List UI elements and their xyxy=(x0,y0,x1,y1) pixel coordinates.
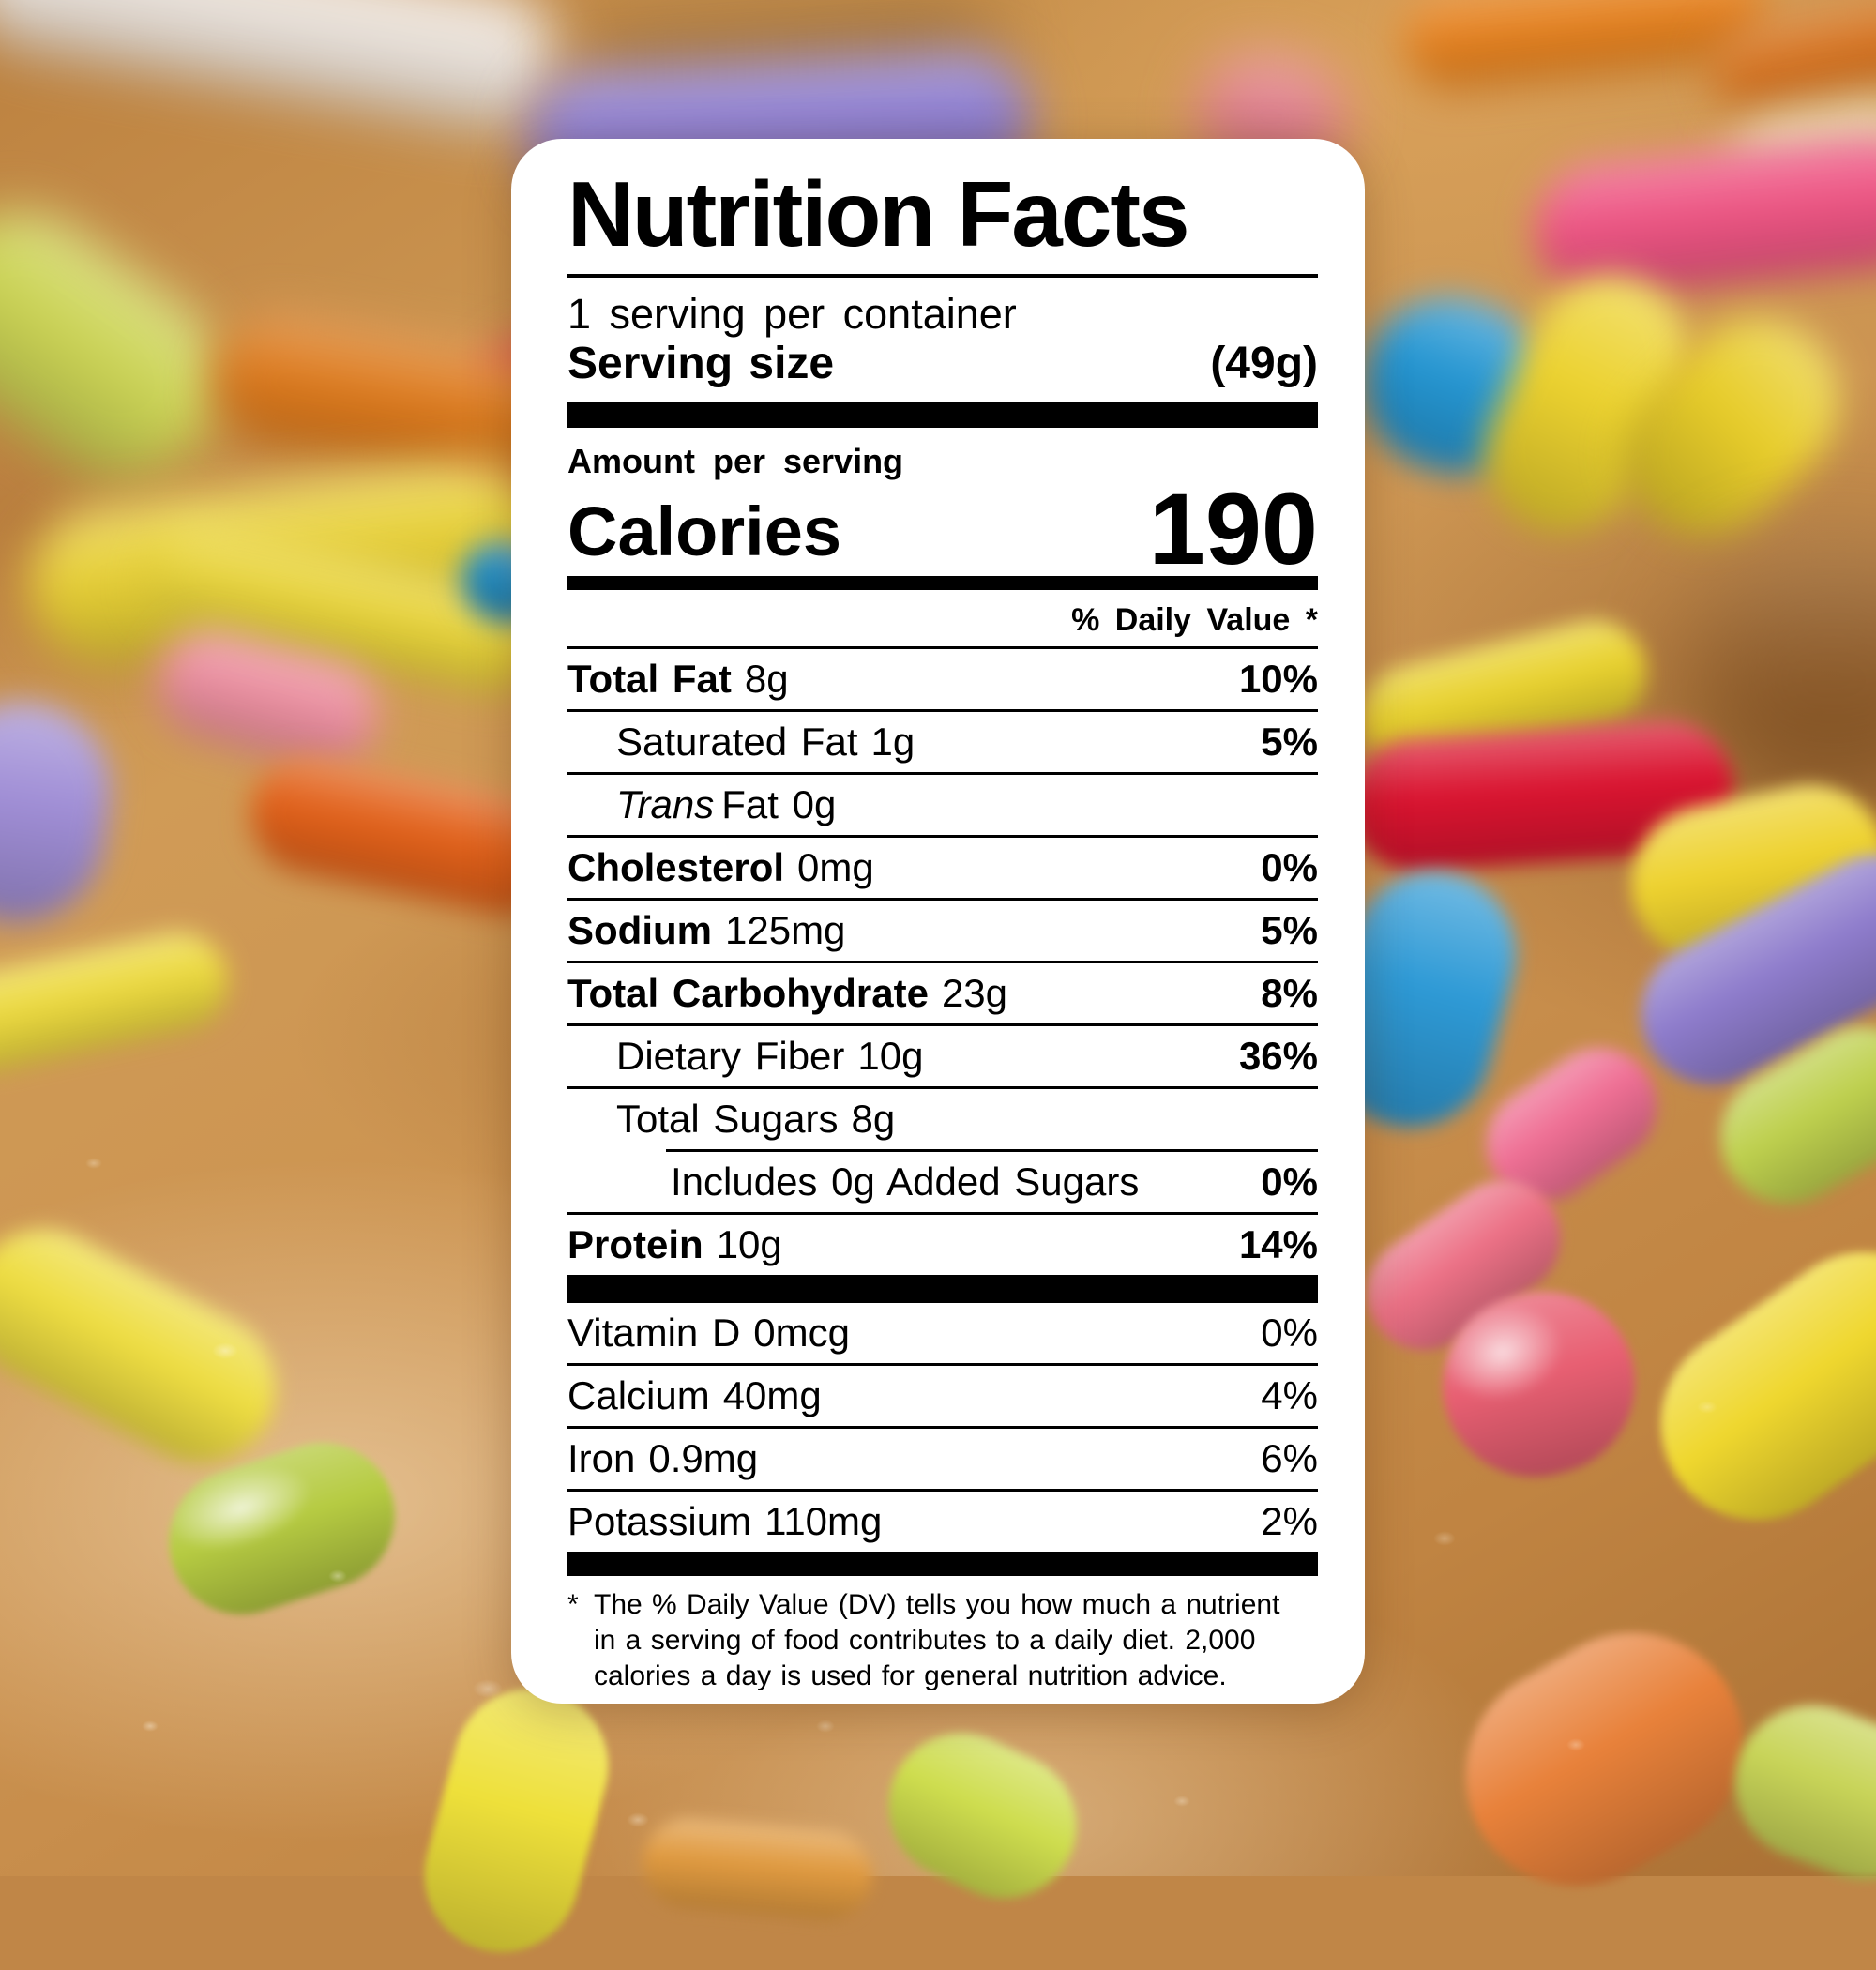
nutrient-text: Calcium 40mg xyxy=(567,1374,822,1417)
nutrient-amount: 0mcg xyxy=(753,1311,850,1355)
nutrient-row-saturated-fat: Saturated Fat 1g 5% xyxy=(567,709,1318,772)
nutrient-row-sodium: Sodium 125mg 5% xyxy=(567,898,1318,961)
nutrient-row-total-carbohydrate: Total Carbohydrate 23g 8% xyxy=(567,961,1318,1023)
nutrient-dv: 6% xyxy=(1261,1436,1318,1480)
nutrient-dv: 8% xyxy=(1261,971,1318,1015)
nutrition-facts-label: Nutrition Facts 1 serving per container … xyxy=(511,139,1365,1704)
micronutrient-row-potassium: Potassium 110mg 2% xyxy=(567,1489,1318,1552)
nutrient-dv: 0% xyxy=(1261,1159,1318,1204)
thick-bar xyxy=(567,402,1318,428)
nutrient-name: Sodium xyxy=(567,908,712,952)
footnote-line: calories a day is used for general nutri… xyxy=(594,1660,1227,1691)
nutrient-row-total-fat: Total Fat 8g 10% xyxy=(567,646,1318,709)
nutrient-row-added-sugars: Includes 0g Added Sugars 0% xyxy=(567,1152,1318,1212)
nutrient-row-trans-fat: Trans Fat 0g xyxy=(567,772,1318,835)
nutrient-text: Vitamin D 0mcg xyxy=(567,1311,850,1355)
nutrient-dv: 14% xyxy=(1238,1222,1318,1266)
nutrient-name: Total Fat xyxy=(567,657,732,701)
serving-size-row: Serving size (49g) xyxy=(567,338,1318,390)
nutrient-amount: 1g xyxy=(870,720,915,764)
serving-size-value: (49g) xyxy=(1210,339,1318,388)
servings-per-container: 1 serving per container xyxy=(567,290,1017,338)
nutrient-row-total-sugars: Total Sugars 8g xyxy=(567,1086,1318,1149)
nutrient-text: Saturated Fat 1g xyxy=(616,720,915,764)
nutrient-name: Iron xyxy=(567,1436,636,1480)
nutrient-dv: 36% xyxy=(1238,1034,1318,1078)
nutrient-dv: 4% xyxy=(1261,1373,1318,1417)
nutrient-dv: 0% xyxy=(1261,1311,1318,1355)
nutrient-row-cholesterol: Cholesterol 0mg 0% xyxy=(567,835,1318,898)
nutrient-amount: 23g xyxy=(941,971,1008,1015)
nutrient-text: Dietary Fiber 10g xyxy=(616,1035,923,1078)
nutrient-dv: 5% xyxy=(1261,908,1318,952)
footnote-line: in a serving of food contributes to a da… xyxy=(594,1625,1256,1656)
nutrient-text: Sodium 125mg xyxy=(567,909,845,952)
nutrient-text: Cholesterol 0mg xyxy=(567,846,874,889)
thick-bar xyxy=(567,1552,1318,1576)
nutrient-text: Total Fat 8g xyxy=(567,658,789,701)
nutrient-name: Total Carbohydrate xyxy=(567,971,929,1015)
thick-bar xyxy=(567,1275,1318,1303)
footnote-text: The % Daily Value (DV) tells you how muc… xyxy=(594,1587,1279,1694)
nutrient-row-protein: Protein 10g 14% xyxy=(567,1212,1318,1275)
nutrient-text: Total Sugars 8g xyxy=(616,1098,895,1141)
nutrient-name: Calcium xyxy=(567,1373,710,1417)
nutrient-dv: 0% xyxy=(1261,845,1318,889)
nutrient-name: Potassium xyxy=(567,1499,752,1543)
nutrient-amount: 0mg xyxy=(797,845,874,889)
nutrient-amount: Fat 0g xyxy=(721,782,837,826)
calories-value: 190 xyxy=(1148,472,1318,585)
nutrient-amount: 8g xyxy=(851,1097,896,1141)
nutrient-amount: 10g xyxy=(716,1222,782,1266)
nutrient-name: Trans xyxy=(616,782,715,826)
nutrient-name: Cholesterol xyxy=(567,845,785,889)
nutrient-name: Includes 0g Added Sugars xyxy=(671,1159,1140,1204)
calories-row: Calories 190 xyxy=(567,472,1318,585)
label-title: Nutrition Facts xyxy=(567,162,1189,265)
indented-divider xyxy=(666,1149,1318,1152)
nutrient-dv: 5% xyxy=(1261,720,1318,764)
nutrient-text: Protein 10g xyxy=(567,1223,782,1266)
micronutrient-row-vitamin-d: Vitamin D 0mcg 0% xyxy=(567,1303,1318,1363)
divider xyxy=(567,274,1318,278)
nutrient-amount: 125mg xyxy=(725,908,846,952)
calories-label: Calories xyxy=(567,492,842,570)
nutrient-dv: 10% xyxy=(1238,657,1318,701)
nutrient-name: Total Sugars xyxy=(616,1097,839,1141)
shadow-blob-right xyxy=(1684,553,1876,807)
daily-value-footnote: * The % Daily Value (DV) tells you how m… xyxy=(567,1587,1318,1694)
amount-per-serving: Amount per serving xyxy=(567,442,904,480)
footnote-line: The % Daily Value (DV) tells you how muc… xyxy=(594,1589,1280,1620)
nutrient-name: Saturated Fat xyxy=(616,720,858,764)
nutrient-name: Vitamin D xyxy=(567,1311,741,1355)
nutrient-amount: 8g xyxy=(744,657,789,701)
micronutrient-row-calcium: Calcium 40mg 4% xyxy=(567,1363,1318,1426)
micronutrient-row-iron: Iron 0.9mg 6% xyxy=(567,1426,1318,1489)
daily-value-header: % Daily Value * xyxy=(1071,602,1318,638)
nutrient-amount: 110mg xyxy=(764,1499,883,1543)
nutrient-text: Potassium 110mg xyxy=(567,1500,882,1543)
nutrient-amount: 0.9mg xyxy=(648,1436,759,1480)
nutrient-text: Total Carbohydrate 23g xyxy=(567,972,1007,1015)
nutrient-dv: 2% xyxy=(1261,1499,1318,1543)
nutrient-text: Trans Fat 0g xyxy=(616,783,836,826)
thick-bar xyxy=(567,576,1318,590)
nutrient-name: Dietary Fiber xyxy=(616,1034,845,1078)
footnote-asterisk: * xyxy=(567,1589,579,1620)
nutrient-amount: 10g xyxy=(857,1034,924,1078)
nutrient-text: Includes 0g Added Sugars xyxy=(671,1160,1139,1204)
nutrient-name: Protein xyxy=(567,1222,704,1266)
nutrient-amount: 40mg xyxy=(722,1373,822,1417)
nutrient-text: Iron 0.9mg xyxy=(567,1437,758,1480)
serving-size-label: Serving size xyxy=(567,339,835,388)
nutrient-row-dietary-fiber: Dietary Fiber 10g 36% xyxy=(567,1023,1318,1086)
